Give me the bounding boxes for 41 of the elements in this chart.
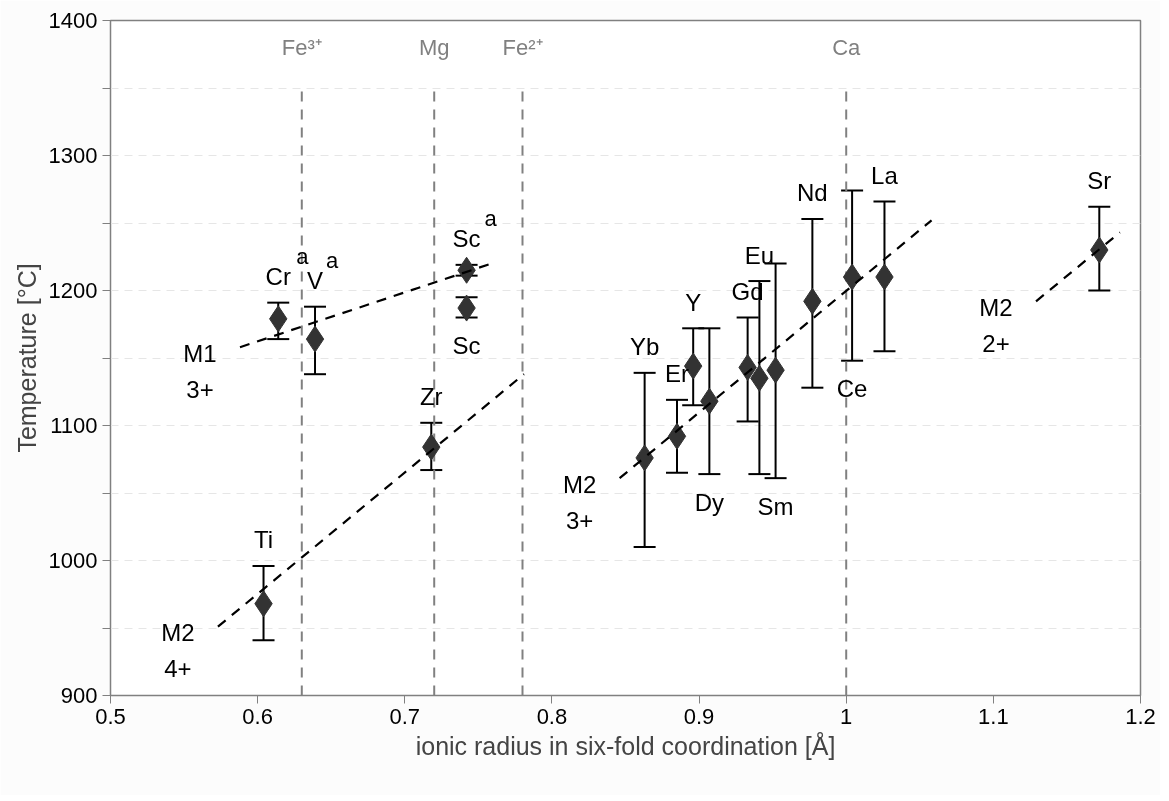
annotation: M2 4+ [161,619,195,683]
annotation: M2 3+ [562,470,597,534]
y-tick-label: 900 [60,683,98,708]
annotation: Yb [629,333,660,361]
y-tick-label: 1400 [48,8,98,33]
y-axis-title: Temperature [°C] [12,263,41,453]
annotation: Sca [452,206,498,253]
annotation: Sm [757,492,794,520]
y-tick-label: 1100 [50,413,98,438]
annotation: Nd [797,179,828,207]
x-tick-label: 1 [840,703,853,729]
annotation: M2 2+ [979,293,1013,357]
annotation: Ti [253,526,274,554]
annotation: La [871,161,899,189]
x-axis-title: ionic radius in six-fold coordination [Å] [415,730,836,760]
point [305,325,325,353]
y-tick-label: 1000 [48,548,98,573]
annotation: M1 3+ [183,339,217,403]
ref-line-label: Ca [832,35,862,60]
x-tick-label: 0.7 [389,703,421,729]
annotation: Sr [1087,167,1112,195]
x-tick-label: 0.5 [95,703,126,729]
point [842,263,862,291]
annotation: Zr [419,383,443,411]
ref-line-label: Mg [418,35,450,60]
y-tick-label: 1300 [48,143,98,168]
ref-line-label: Fe²⁺ [502,35,543,60]
annotation: Ce [836,375,868,403]
annotation: Eu [744,241,775,269]
y-tick-label: 1200 [48,278,98,303]
x-tick-label: 1.1 [978,703,1009,729]
x-tick-label: 0.9 [683,703,715,729]
annotation: Dy [694,488,725,516]
x-tick-label: 0.6 [242,703,273,729]
point [667,422,687,450]
annotation: Y [685,288,702,316]
annotation: Er [665,360,690,388]
x-tick-label: 0.8 [536,703,568,729]
ref-line-label: Fe³⁺ [281,35,322,60]
x-tick-label: 1.2 [1125,703,1156,729]
annotation: Sc [452,332,481,359]
